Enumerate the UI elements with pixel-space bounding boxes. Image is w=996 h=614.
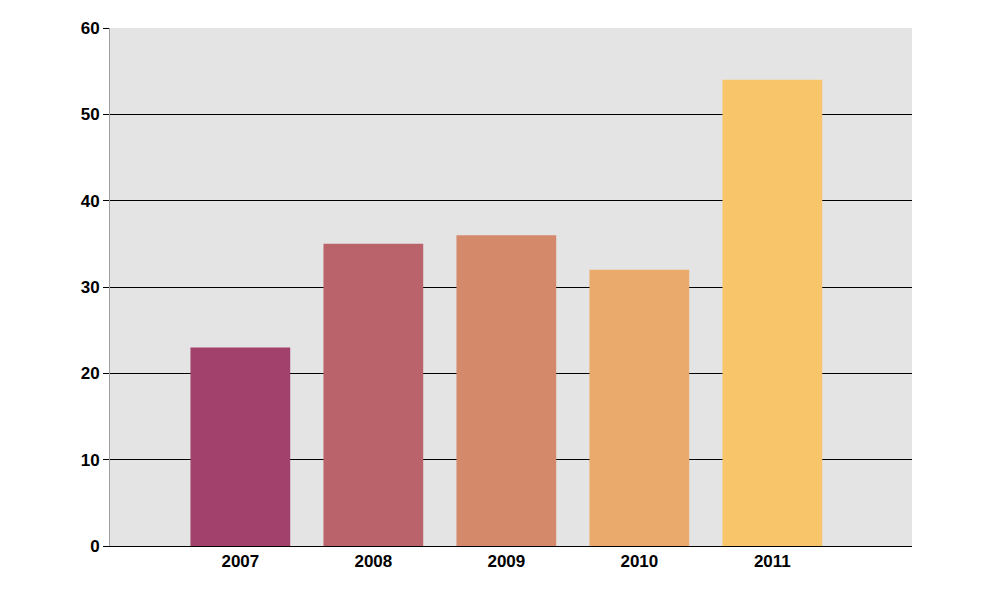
svg-text:2009: 2009: [487, 552, 525, 571]
svg-text:2007: 2007: [221, 552, 259, 571]
svg-text:10: 10: [81, 451, 100, 470]
svg-text:20: 20: [81, 364, 100, 383]
svg-text:30: 30: [81, 278, 100, 297]
svg-text:40: 40: [81, 192, 100, 211]
svg-text:0: 0: [90, 537, 99, 556]
svg-text:50: 50: [81, 105, 100, 124]
svg-text:2011: 2011: [754, 552, 791, 571]
svg-text:2008: 2008: [354, 552, 392, 571]
svg-text:2010: 2010: [620, 552, 658, 571]
svg-text:60: 60: [81, 19, 100, 38]
